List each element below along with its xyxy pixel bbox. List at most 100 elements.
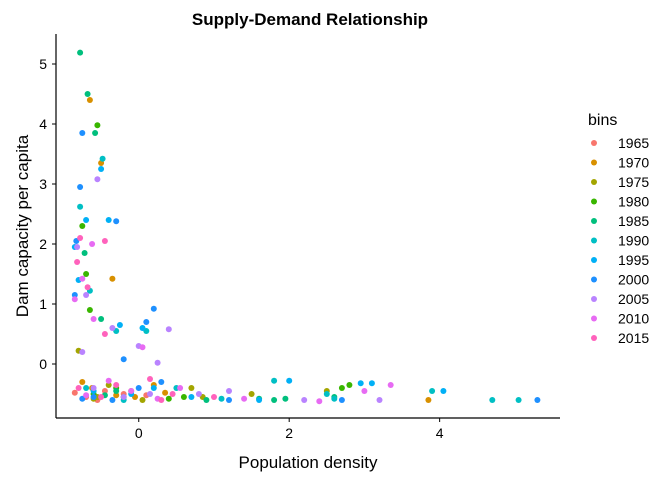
data-point (86, 97, 93, 103)
legend-item: 1985 (591, 213, 649, 229)
data-point (83, 385, 90, 391)
data-point (301, 397, 308, 403)
data-point (113, 382, 120, 388)
data-point (376, 397, 383, 403)
data-point (331, 395, 338, 402)
legend-item: 2005 (591, 291, 649, 307)
data-point (77, 49, 84, 56)
x-axis-title: Population density (239, 453, 378, 472)
data-point (241, 395, 248, 402)
legend-swatch (591, 159, 597, 166)
data-point (83, 217, 90, 223)
legend-swatch (591, 257, 597, 263)
data-point (158, 379, 165, 385)
data-point (338, 397, 345, 403)
legend-item: 1995 (591, 252, 649, 268)
legend-swatch (591, 198, 597, 205)
legend-label: 2000 (618, 272, 649, 288)
data-point (98, 316, 105, 322)
data-point (89, 241, 96, 247)
legend-item: 1970 (591, 155, 649, 171)
data-point (180, 394, 187, 400)
chart-title: Supply-Demand Relationship (192, 10, 428, 29)
data-point (135, 385, 142, 391)
data-point (534, 397, 541, 403)
data-point (248, 391, 255, 397)
legend-label: 1970 (618, 155, 649, 171)
data-point (346, 382, 353, 388)
ticks-layer: 0 2 4 0 1 2 3 4 5 (39, 56, 444, 441)
data-point (79, 395, 86, 402)
data-point (101, 238, 108, 244)
data-point (154, 359, 161, 366)
data-point (81, 250, 88, 256)
data-point (105, 217, 112, 223)
legend-swatch (591, 335, 597, 341)
data-point (90, 316, 97, 322)
data-point (120, 356, 127, 363)
data-point (77, 235, 84, 241)
data-point (165, 395, 172, 402)
data-point (94, 122, 101, 129)
data-point (361, 388, 368, 394)
data-point (113, 392, 120, 399)
legend-item: 2015 (591, 330, 649, 346)
data-point (84, 91, 91, 97)
data-point (203, 397, 210, 403)
data-point (177, 385, 184, 391)
data-point (105, 377, 112, 384)
legend-label: 1975 (618, 174, 649, 190)
legend-swatch (591, 237, 597, 244)
data-point (150, 385, 157, 391)
data-point (515, 397, 522, 403)
legend-item: 1990 (591, 233, 649, 249)
legend-swatch (591, 140, 597, 146)
legend-label: 1980 (618, 194, 649, 210)
data-point (188, 394, 195, 400)
data-point (195, 391, 202, 397)
legend-swatch (591, 179, 597, 185)
legend-swatch (591, 218, 597, 224)
data-point (116, 322, 123, 328)
legend-swatch (591, 276, 597, 283)
data-point (368, 380, 375, 387)
data-point (147, 391, 153, 397)
data-point (74, 244, 81, 250)
legend-item: 2010 (591, 311, 649, 327)
x-tick-label: 4 (436, 425, 444, 441)
legend-label: 1985 (618, 213, 649, 229)
y-tick-label: 0 (39, 356, 47, 372)
data-point (105, 382, 112, 388)
data-point (113, 218, 120, 225)
data-point (83, 292, 90, 298)
data-point (99, 155, 106, 162)
data-point (83, 271, 90, 277)
data-point (440, 388, 447, 394)
data-point (147, 376, 153, 382)
data-point (162, 389, 169, 396)
data-point (109, 397, 116, 403)
data-point (271, 397, 278, 403)
data-point (79, 349, 86, 355)
data-point (211, 394, 217, 400)
data-point (143, 319, 150, 325)
data-point (338, 385, 345, 391)
data-point (271, 377, 278, 384)
data-point (71, 296, 78, 303)
data-point (113, 388, 120, 394)
data-point (71, 389, 78, 396)
data-point (101, 388, 108, 394)
data-point (79, 130, 86, 136)
data-point (98, 394, 105, 400)
y-tick-label: 3 (39, 176, 47, 192)
y-tick-label: 1 (39, 296, 47, 312)
data-point (357, 380, 364, 387)
legend-label: 1995 (618, 252, 649, 268)
data-point (98, 166, 105, 172)
data-point (387, 382, 394, 388)
data-point (77, 184, 84, 190)
data-point (226, 397, 232, 403)
data-point (74, 259, 81, 265)
data-point (256, 397, 263, 403)
